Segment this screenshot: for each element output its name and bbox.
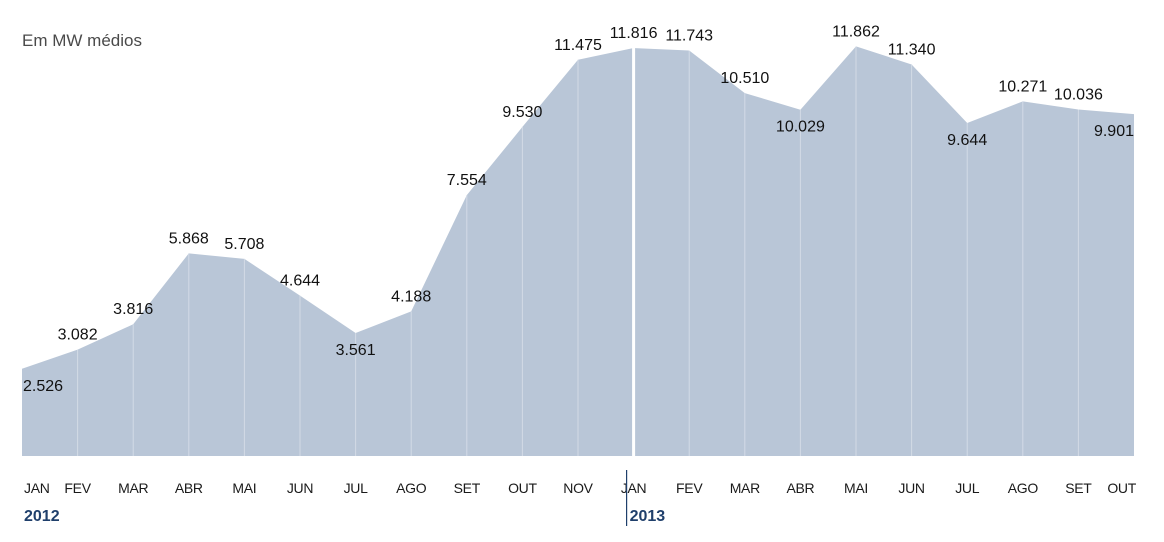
x-tick-label: ABR	[175, 480, 203, 496]
data-label: 10.029	[776, 119, 825, 136]
x-tick-label: MAI	[232, 480, 256, 496]
plot-area	[22, 46, 1134, 456]
data-label: 10.036	[1054, 87, 1103, 104]
year-label: 2012	[24, 508, 60, 525]
x-tick-label: OUT	[1107, 480, 1136, 496]
x-tick-label: JAN	[621, 480, 647, 496]
data-label: 9.901	[1094, 123, 1134, 140]
data-label: 11.862	[832, 23, 880, 40]
data-label: 5.708	[224, 236, 264, 253]
data-label: 3.561	[336, 342, 376, 359]
x-tick-label: JUN	[287, 480, 313, 496]
data-label: 4.188	[391, 288, 431, 305]
data-label: 11.743	[665, 28, 713, 45]
data-label: 9.530	[502, 104, 542, 121]
data-label: 9.644	[947, 132, 987, 149]
x-tick-label: JAN	[24, 480, 50, 496]
x-tick-label: JUL	[955, 480, 980, 496]
x-tick-label: AGO	[396, 480, 427, 496]
data-label: 2.526	[23, 378, 63, 395]
x-tick-label: ABR	[786, 480, 814, 496]
data-label: 3.082	[58, 327, 98, 344]
x-tick-label: JUL	[344, 480, 369, 496]
data-label: 4.644	[280, 273, 320, 290]
data-label: 10.271	[998, 78, 1047, 95]
data-label: 10.510	[720, 70, 769, 87]
data-label: 11.340	[888, 41, 936, 58]
year-label: 2013	[630, 508, 666, 525]
x-tick-label: FEV	[64, 480, 91, 496]
x-tick-label: JUN	[898, 480, 924, 496]
data-label: 11.475	[554, 37, 602, 54]
x-tick-label: MAR	[118, 480, 148, 496]
unit-label: Em MW médios	[22, 31, 142, 50]
x-tick-label: OUT	[508, 480, 537, 496]
data-label: 7.554	[447, 172, 487, 189]
x-tick-label: MAI	[844, 480, 868, 496]
x-tick-label: MAR	[730, 480, 760, 496]
value-labels: 2.526 3.082 3.816 5.868 5.708 4.644 3.561 4.188…	[23, 23, 1134, 394]
x-tick-label: SET	[1065, 480, 1092, 496]
x-tick-label: AGO	[1008, 480, 1039, 496]
x-axis: JAN FEV MAR ABR MAI JUN JUL AGO SET OUT NOV JAN FEV M…	[24, 470, 1137, 526]
data-label: 3.816	[113, 301, 153, 318]
data-label: 5.868	[169, 230, 209, 247]
x-tick-label: SET	[454, 480, 481, 496]
x-tick-label: NOV	[563, 480, 593, 496]
x-tick-label: FEV	[676, 480, 703, 496]
data-label: 11.816	[610, 25, 658, 42]
